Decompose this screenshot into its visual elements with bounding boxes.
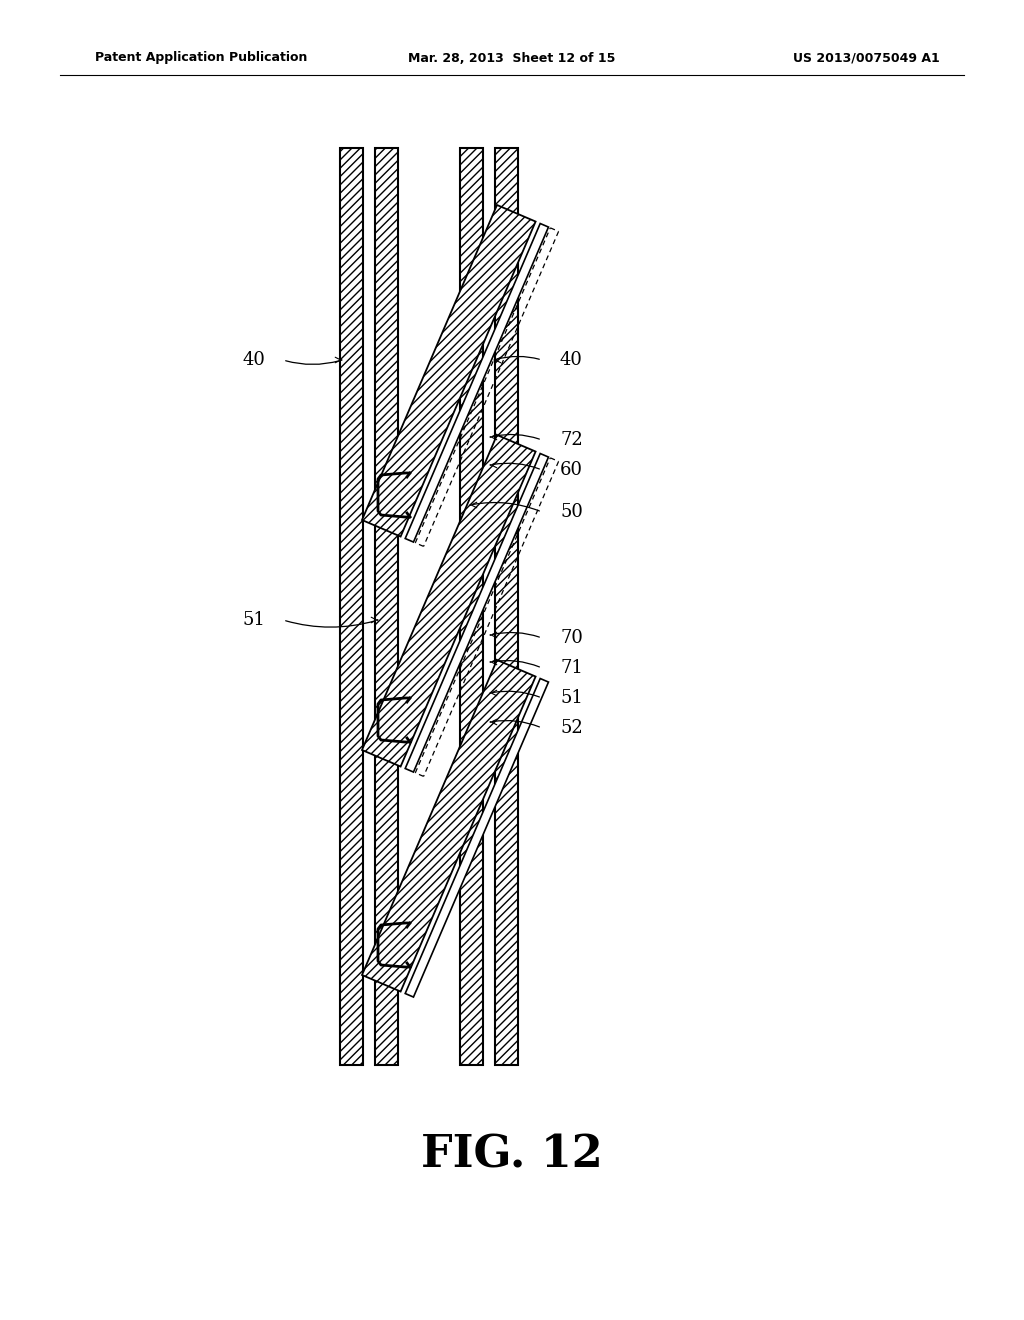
Text: 51: 51 (560, 689, 583, 708)
Text: FIG. 12: FIG. 12 (421, 1134, 603, 1176)
Text: 52: 52 (560, 719, 583, 737)
Polygon shape (406, 454, 549, 772)
Polygon shape (406, 678, 549, 997)
Bar (375, 148, 398, 1065)
Text: 72: 72 (560, 432, 583, 449)
Text: 71: 71 (560, 659, 583, 677)
Polygon shape (362, 436, 536, 767)
Polygon shape (362, 660, 536, 991)
Text: 40: 40 (560, 351, 583, 370)
Text: 60: 60 (560, 461, 583, 479)
Bar (495, 148, 518, 1065)
Bar (340, 148, 362, 1065)
Text: 51: 51 (242, 611, 265, 630)
Polygon shape (362, 205, 536, 536)
Text: 70: 70 (560, 630, 583, 647)
Polygon shape (406, 223, 549, 543)
Text: Mar. 28, 2013  Sheet 12 of 15: Mar. 28, 2013 Sheet 12 of 15 (409, 51, 615, 65)
Text: 50: 50 (560, 503, 583, 521)
Text: 40: 40 (242, 351, 265, 370)
Bar (460, 148, 483, 1065)
Text: Patent Application Publication: Patent Application Publication (95, 51, 307, 65)
Text: US 2013/0075049 A1: US 2013/0075049 A1 (794, 51, 940, 65)
